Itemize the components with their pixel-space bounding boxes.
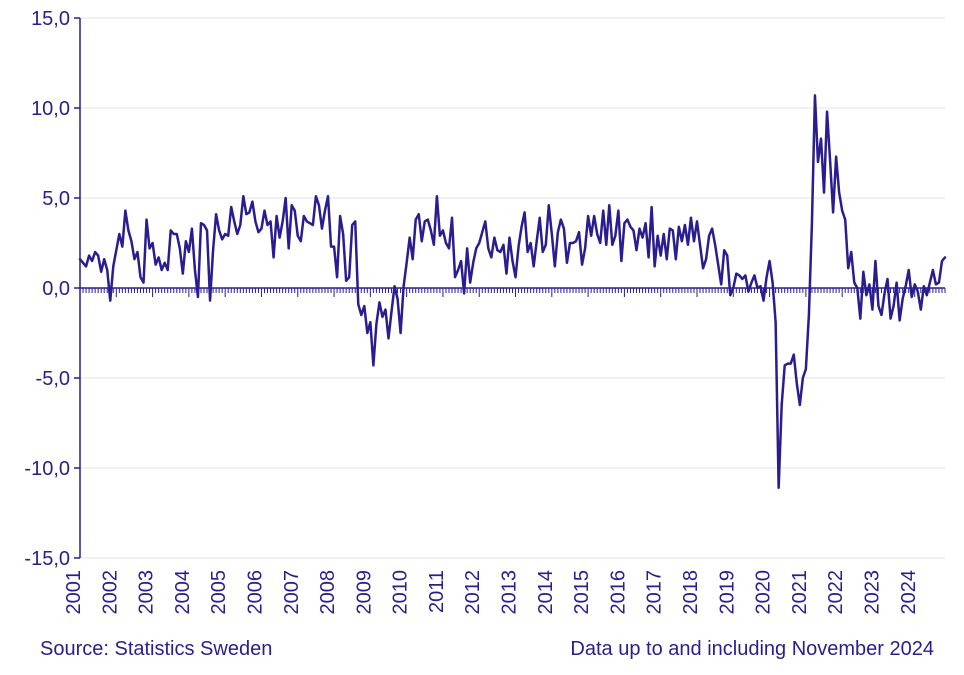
svg-text:2005: 2005 (208, 570, 230, 615)
svg-text:5,0: 5,0 (42, 188, 70, 210)
svg-text:2008: 2008 (317, 570, 339, 615)
svg-text:-10,0: -10,0 (24, 458, 70, 480)
svg-text:2004: 2004 (172, 570, 194, 615)
svg-text:2009: 2009 (353, 570, 375, 615)
svg-text:-15,0: -15,0 (24, 548, 70, 570)
source-label: Source: Statistics Sweden (40, 638, 272, 661)
chart-footer: Source: Statistics Sweden Data up to and… (0, 638, 964, 661)
svg-text:10,0: 10,0 (31, 98, 70, 120)
svg-text:2006: 2006 (244, 570, 266, 615)
svg-text:2021: 2021 (789, 570, 811, 615)
svg-text:2019: 2019 (716, 570, 738, 615)
svg-text:2022: 2022 (825, 570, 847, 615)
svg-text:2023: 2023 (861, 570, 883, 615)
svg-text:2015: 2015 (571, 570, 593, 615)
svg-text:2020: 2020 (753, 570, 775, 615)
svg-text:2016: 2016 (607, 570, 629, 615)
svg-text:15,0: 15,0 (31, 8, 70, 30)
line-chart: -15,0 -10,0 -5,0 0,0 5,0 10,0 15,0 2001 2002 2003… (0, 0, 964, 675)
svg-text:-5,0: -5,0 (36, 368, 70, 390)
svg-text:2003: 2003 (136, 570, 158, 615)
data-note-label: Data up to and including November 2024 (570, 638, 934, 661)
svg-text:2011: 2011 (426, 570, 448, 613)
svg-text:2001: 2001 (63, 570, 85, 615)
svg-text:2012: 2012 (462, 570, 484, 615)
svg-text:2010: 2010 (390, 570, 412, 615)
svg-text:2007: 2007 (281, 570, 303, 615)
svg-text:2013: 2013 (499, 570, 521, 615)
svg-text:2017: 2017 (644, 570, 666, 615)
svg-text:2014: 2014 (535, 570, 557, 615)
svg-text:2024: 2024 (898, 570, 920, 615)
svg-text:0,0: 0,0 (42, 278, 70, 300)
svg-text:2002: 2002 (99, 570, 121, 615)
chart-container: -15,0 -10,0 -5,0 0,0 5,0 10,0 15,0 2001 2002 2003… (0, 0, 964, 675)
svg-text:2018: 2018 (680, 570, 702, 615)
